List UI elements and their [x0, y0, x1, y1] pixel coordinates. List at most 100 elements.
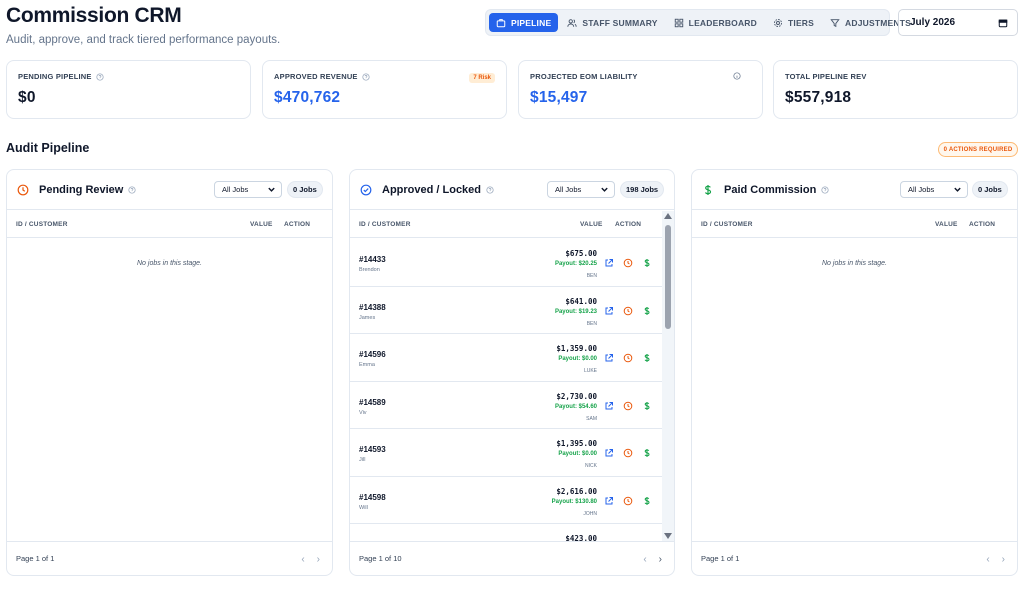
payout-amount: Payout: $19.23: [555, 309, 597, 315]
scrollbar[interactable]: [662, 211, 674, 541]
table-row[interactable]: #14593 Jill $1,395.00 Payout: $0.00 NICK: [350, 429, 662, 477]
dollar-icon[interactable]: [642, 353, 652, 363]
job-id: #14388: [359, 303, 386, 312]
customer-name: James: [359, 315, 375, 321]
scroll-up-arrow[interactable]: [664, 213, 672, 219]
table-header: ID / CUSTOMER VALUE ACTION: [350, 211, 674, 238]
job-value: $423.00: [565, 534, 597, 541]
next-page-button[interactable]: ›: [1002, 554, 1005, 565]
kpi-label: TOTAL PIPELINE REV: [785, 72, 867, 81]
table-header: ID / CUSTOMER VALUE ACTION: [7, 211, 332, 238]
job-id: #14598: [359, 493, 386, 502]
payout-amount: Payout: $54.60: [555, 404, 597, 410]
dollar-icon[interactable]: [642, 448, 652, 458]
id-customer-header: ID / CUSTOMER: [16, 221, 68, 228]
clock-icon[interactable]: [623, 401, 633, 411]
pending-review-column: Pending Review All Jobs 0 Jobs ID / CUST…: [6, 169, 333, 576]
help-icon[interactable]: [486, 186, 494, 194]
clock-icon[interactable]: [623, 496, 633, 506]
empty-state: No jobs in this stage.: [7, 260, 332, 267]
help-icon[interactable]: [96, 73, 104, 81]
dollar-icon[interactable]: [642, 496, 652, 506]
customer-name: Brendon: [359, 267, 380, 273]
customer-name: Emma: [359, 362, 375, 368]
next-page-button[interactable]: ›: [659, 554, 662, 565]
help-icon[interactable]: [128, 186, 136, 194]
payout-amount: Payout: $130.80: [552, 499, 597, 505]
column-header: Paid Commission All Jobs 0 Jobs: [692, 170, 1017, 210]
tab-pipeline[interactable]: PIPELINE: [489, 13, 558, 32]
help-icon[interactable]: [821, 186, 829, 194]
paid-commission-column: Paid Commission All Jobs 0 Jobs ID / CUS…: [691, 169, 1018, 576]
external-link-icon[interactable]: [604, 401, 614, 411]
kpi-label: APPROVED REVENUE: [274, 72, 358, 81]
job-filter-select[interactable]: All Jobs: [900, 181, 968, 198]
prev-page-button[interactable]: ‹: [643, 554, 646, 565]
staff-initials: SAM: [586, 416, 597, 422]
prev-page-button[interactable]: ‹: [301, 554, 304, 565]
table-row[interactable]: #14433 Brendon $675.00 Payout: $20.25 BEN: [350, 239, 662, 287]
tab-tiers[interactable]: TIERS: [766, 13, 821, 32]
id-customer-header: ID / CUSTOMER: [359, 221, 411, 228]
action-header: ACTION: [284, 221, 310, 228]
value-header: VALUE: [580, 221, 603, 228]
external-link-icon[interactable]: [604, 258, 614, 268]
clock-icon[interactable]: [623, 258, 633, 268]
dollar-icon[interactable]: [642, 401, 652, 411]
job-id: #14433: [359, 255, 386, 264]
kpi-value: $0: [18, 89, 239, 107]
clock-icon[interactable]: [623, 353, 633, 363]
external-link-icon[interactable]: [604, 353, 614, 363]
clock-icon[interactable]: [623, 448, 633, 458]
chevron-down-icon: [267, 185, 276, 194]
tab-label: TIERS: [788, 18, 814, 28]
scroll-down-arrow[interactable]: [664, 533, 672, 539]
job-filter-select[interactable]: All Jobs: [547, 181, 615, 198]
job-list: #14433 Brendon $675.00 Payout: $20.25 BEN #14…: [350, 239, 662, 541]
clock-icon[interactable]: [623, 306, 633, 316]
table-row[interactable]: #14587 $423.00: [350, 524, 662, 541]
month-picker[interactable]: July 2026: [898, 9, 1018, 36]
empty-state: No jobs in this stage.: [692, 260, 1017, 267]
column-footer: Page 1 of 10 ‹ ›: [350, 541, 674, 575]
external-link-icon[interactable]: [604, 306, 614, 316]
column-header: Approved / Locked All Jobs 198 Jobs: [350, 170, 674, 210]
external-link-icon[interactable]: [604, 496, 614, 506]
staff-initials: LUKE: [584, 368, 597, 374]
table-row[interactable]: #14589 Viv $2,730.00 Payout: $54.60 SAM: [350, 382, 662, 430]
customer-name: Will: [359, 505, 368, 511]
tab-leaderboard[interactable]: LEADERBOARD: [667, 13, 764, 32]
job-filter-select[interactable]: All Jobs: [214, 181, 282, 198]
payout-amount: Payout: $0.00: [558, 451, 597, 457]
kpi-value: $557,918: [785, 89, 1006, 107]
risk-badge[interactable]: 7 Risk: [469, 73, 495, 83]
nav-tabs: PIPELINE STAFF SUMMARY LEADERBOARD TIERS…: [485, 9, 890, 36]
scroll-thumb[interactable]: [665, 225, 671, 329]
action-header: ACTION: [615, 221, 641, 228]
dollar-icon[interactable]: [642, 306, 652, 316]
kpi-pending-pipeline: PENDING PIPELINE $0: [6, 60, 251, 119]
filter-icon: [830, 18, 840, 28]
page-indicator: Page 1 of 1: [16, 554, 54, 563]
job-id: #14596: [359, 350, 386, 359]
table-row[interactable]: #14388 James $641.00 Payout: $19.23 BEN: [350, 287, 662, 335]
check-circle-icon: [360, 184, 372, 196]
job-value: $2,616.00: [556, 487, 597, 496]
staff-initials: BEN: [587, 321, 597, 327]
calendar-icon: [998, 18, 1008, 28]
external-link-icon[interactable]: [604, 448, 614, 458]
approved-locked-column: Approved / Locked All Jobs 198 Jobs ID /…: [349, 169, 675, 576]
briefcase-icon: [496, 18, 506, 28]
job-count-badge: 0 Jobs: [972, 181, 1008, 198]
prev-page-button[interactable]: ‹: [986, 554, 989, 565]
help-icon[interactable]: [362, 73, 370, 81]
filter-value: All Jobs: [908, 185, 934, 194]
table-row[interactable]: #14596 Emma $1,359.00 Payout: $0.00 LUKE: [350, 334, 662, 382]
dollar-icon[interactable]: [642, 258, 652, 268]
table-row[interactable]: #14598 Will $2,616.00 Payout: $130.80 JOHN: [350, 477, 662, 525]
kpi-value: $15,497: [530, 89, 751, 107]
next-page-button[interactable]: ›: [317, 554, 320, 565]
info-icon[interactable]: [733, 72, 741, 80]
tab-staff-summary[interactable]: STAFF SUMMARY: [560, 13, 664, 32]
dollar-icon: [702, 184, 714, 196]
